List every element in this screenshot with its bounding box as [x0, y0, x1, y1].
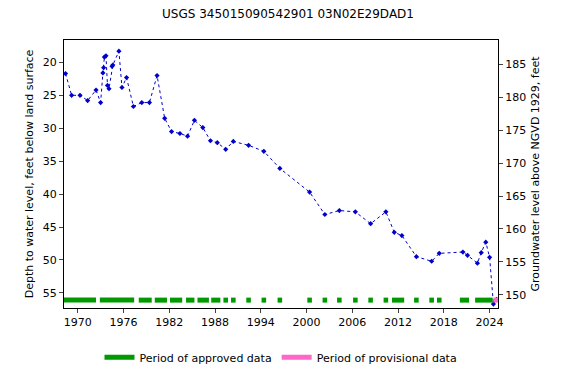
- svg-text:35: 35: [43, 155, 57, 168]
- svg-text:180: 180: [505, 91, 526, 104]
- svg-text:2000: 2000: [293, 316, 321, 329]
- svg-text:30: 30: [43, 122, 57, 135]
- svg-text:50: 50: [43, 254, 57, 267]
- svg-text:45: 45: [43, 221, 57, 234]
- svg-text:185: 185: [505, 58, 526, 71]
- svg-text:55: 55: [43, 287, 57, 300]
- svg-text:155: 155: [505, 256, 526, 269]
- svg-text:160: 160: [505, 223, 526, 236]
- svg-text:1988: 1988: [201, 316, 229, 329]
- svg-text:150: 150: [505, 289, 526, 302]
- svg-text:170: 170: [505, 157, 526, 170]
- svg-text:175: 175: [505, 124, 526, 137]
- svg-text:Groundwater level above NGVD 1: Groundwater level above NGVD 1929, feet: [529, 56, 542, 292]
- svg-text:2018: 2018: [430, 316, 458, 329]
- svg-text:165: 165: [505, 190, 526, 203]
- svg-text:2024: 2024: [476, 316, 504, 329]
- svg-text:20: 20: [43, 56, 57, 69]
- svg-text:25: 25: [43, 89, 57, 102]
- svg-text:USGS 345015090542901 03N02E29D: USGS 345015090542901 03N02E29DAD1: [162, 7, 414, 21]
- svg-text:Depth to water level, feet bel: Depth to water level, feet below land su…: [23, 49, 36, 298]
- svg-text:1982: 1982: [155, 316, 183, 329]
- svg-text:2006: 2006: [338, 316, 366, 329]
- svg-text:40: 40: [43, 188, 57, 201]
- svg-text:1970: 1970: [64, 316, 92, 329]
- svg-text:1976: 1976: [109, 316, 137, 329]
- svg-text:1994: 1994: [247, 316, 275, 329]
- svg-text:Period of approved data: Period of approved data: [140, 352, 272, 365]
- svg-text:Period of provisional data: Period of provisional data: [317, 352, 457, 365]
- svg-text:2012: 2012: [384, 316, 412, 329]
